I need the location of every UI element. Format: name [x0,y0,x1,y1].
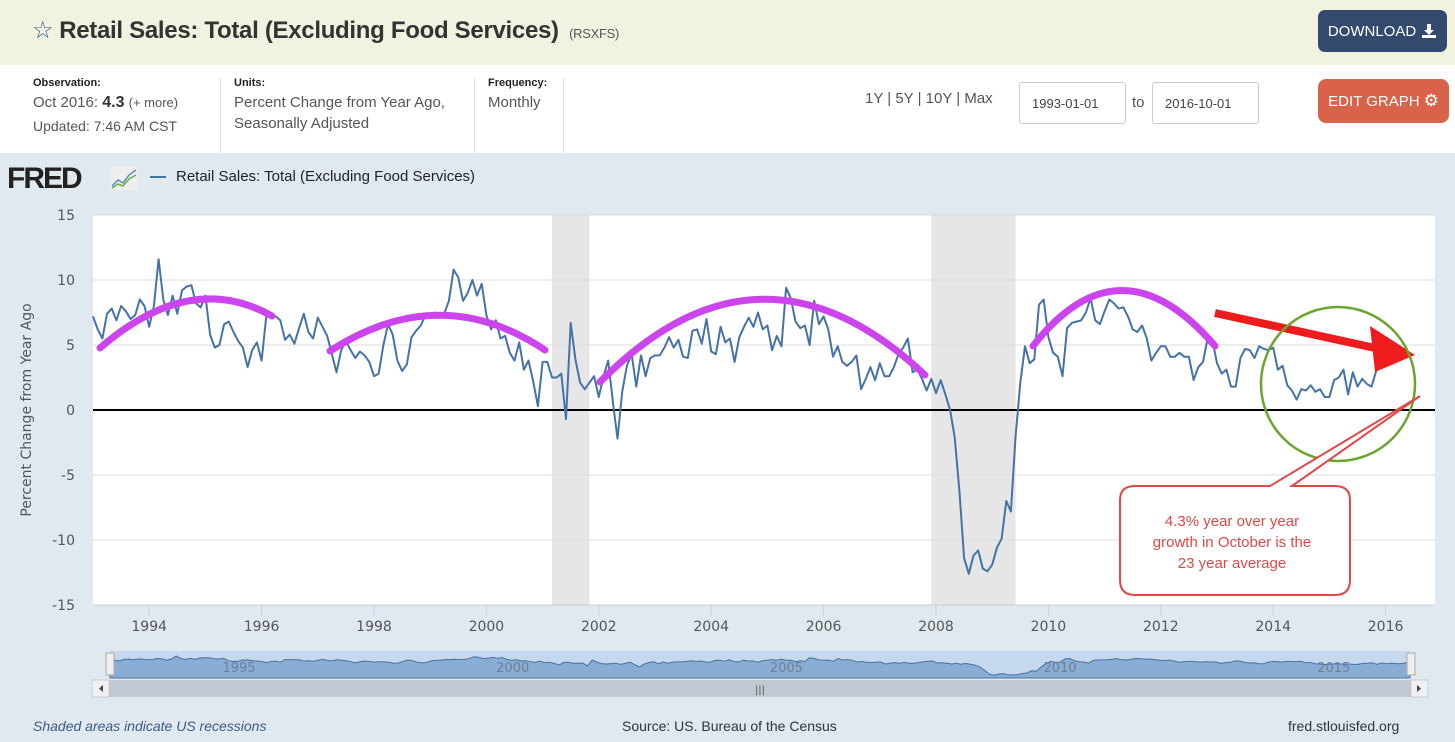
legend-swatch [150,175,166,178]
divider [474,78,475,153]
y-tick-label: 0 [66,403,75,419]
callout-text: 23 year average [1178,555,1286,572]
separator: | [917,90,922,107]
navigator-label: 2000 [496,661,529,676]
callout-text: growth in October is the [1153,534,1311,551]
observation-value: 4.3 [102,94,125,111]
frequency-label: Frequency: [488,77,548,89]
range-5y[interactable]: 5Y [895,90,914,107]
fred-logo-text: FRED [7,162,83,195]
x-tick-label: 2002 [581,619,617,635]
download-label: DOWNLOAD [1327,22,1417,40]
edit-graph-label: EDIT GRAPH [1328,92,1420,110]
units-line2: Seasonally Adjusted [234,115,370,132]
edit-graph-button[interactable]: EDIT GRAPH ⚙ [1318,79,1449,123]
page-title: ☆ Retail Sales: Total (Excluding Food Ser… [32,16,619,45]
observation-block: Observation: Oct 2016: 4.3 (+ more) Upda… [33,77,178,137]
x-tick-label: 2012 [1143,619,1179,635]
data-series-line [92,258,1382,575]
navigator-right-handle[interactable] [1406,652,1416,676]
observation-value-line: Oct 2016: 4.3 (+ more) [33,92,178,113]
navigator-series [109,655,1411,679]
y-tick-label: 10 [57,273,75,289]
x-tick-label: 2010 [1031,619,1067,635]
x-tick-label: 1996 [244,619,280,635]
x-tick-label: 1994 [131,619,167,635]
series-title: Retail Sales: Total (Excluding Food Serv… [59,17,559,44]
scrollbar-track[interactable] [92,680,1428,697]
x-tick-label: 2000 [469,619,505,635]
download-icon [1422,24,1437,38]
x-tick-label: 2006 [806,619,842,635]
navigator-label: 2010 [1044,661,1077,676]
navigator-label: 2005 [770,661,803,676]
frequency-value: Monthly [488,94,541,111]
divider [563,78,564,153]
units-label: Units: [234,77,266,89]
x-tick-label: 2004 [693,619,729,635]
y-tick-label: -5 [61,468,75,484]
gear-icon: ⚙ [1423,91,1439,110]
range-1y[interactable]: 1Y [865,90,884,107]
y-tick-label: 15 [57,208,75,224]
chevron-left-icon [99,685,103,692]
y-axis-label: Percent Change from Year Ago [19,303,35,516]
navigator-left-handle[interactable] [105,652,115,676]
download-button[interactable]: DOWNLOAD [1318,10,1447,52]
chart-legend: Retail Sales: Total (Excluding Food Serv… [150,168,475,185]
chevron-right-icon [1417,685,1421,692]
end-date-input[interactable] [1152,82,1259,124]
x-tick-label: 2016 [1368,619,1404,635]
observation-date: Oct 2016: [33,94,99,111]
y-tick-label: -10 [52,533,75,549]
observation-label: Observation: [33,77,101,89]
trend-arc-annotation [326,311,549,355]
trend-arc-annotation [96,295,276,352]
highlight-circle [1259,305,1417,463]
source-text: Source: US. Bureau of the Census [622,718,837,734]
scrollbar-grip[interactable]: ||| [755,685,765,696]
site-link[interactable]: fred.stlouisfed.org [1288,718,1400,734]
separator: | [887,90,892,107]
fred-logo: FRED [7,162,83,196]
x-tick-label: 1998 [356,619,392,635]
range-max[interactable]: Max [964,90,993,107]
star-outline-icon[interactable]: ☆ [32,17,54,44]
x-tick-label: 2008 [918,619,954,635]
fred-chart-icon [110,166,138,190]
frequency-block: Frequency: Monthly [488,77,547,113]
trend-arc-annotation [596,295,929,386]
legend-label: Retail Sales: Total (Excluding Food Serv… [176,168,476,185]
navigator-label: 2015 [1317,661,1350,676]
y-tick-label: -15 [52,598,75,614]
range-links: 1Y | 5Y | 10Y | Max [865,90,993,107]
updated-time: Updated: 7:46 AM CST [33,118,177,134]
recession-note: Shaded areas indicate US recessions [33,718,267,734]
title-bar: ☆ Retail Sales: Total (Excluding Food Ser… [0,0,1455,65]
x-tick-label: 2014 [1255,619,1291,635]
navigator-label: 1995 [222,661,255,676]
trend-arc-annotation [1029,287,1219,350]
range-10y[interactable]: 10Y [925,90,953,107]
trend-arrow-shaft [1214,309,1376,352]
units-line1: Percent Change from Year Ago, [234,94,445,111]
units-block: Units: Percent Change from Year Ago, Sea… [234,77,445,134]
to-label: to [1132,94,1145,111]
divider [220,78,221,153]
y-tick-label: 5 [66,338,75,354]
separator: | [956,90,961,107]
callout-text: 4.3% year over year [1165,513,1299,530]
start-date-input[interactable] [1019,82,1126,124]
trend-arrow-head [1370,326,1415,372]
callout-bubble [1119,395,1421,596]
series-code: (RSXFS) [569,26,620,41]
more-link[interactable]: (+ more) [128,95,179,110]
